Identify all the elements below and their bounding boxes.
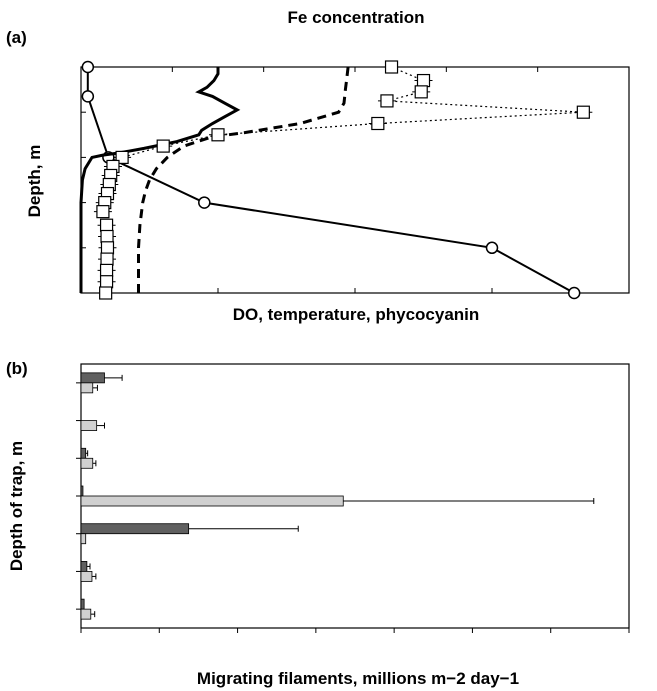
bar-dark bbox=[80, 447, 87, 459]
bar-dark bbox=[80, 598, 85, 610]
square-marker bbox=[100, 229, 114, 244]
bar-dark bbox=[80, 561, 88, 572]
y-axis-title: Depth, m bbox=[25, 145, 44, 218]
series-line-0 bbox=[86, 67, 575, 294]
square-marker bbox=[99, 218, 114, 232]
bar-light bbox=[80, 533, 87, 545]
bar-dark bbox=[80, 372, 105, 384]
circle-marker bbox=[81, 90, 95, 103]
bar-light bbox=[80, 382, 94, 394]
x-axis-title-b: Migrating filaments, millions m−2 day−1 bbox=[197, 669, 519, 688]
square-marker bbox=[576, 105, 590, 119]
bar-light bbox=[80, 457, 94, 469]
panel-a-label: (a) bbox=[6, 28, 27, 47]
bar-dark bbox=[80, 523, 190, 535]
bar-light bbox=[80, 571, 93, 582]
square-marker bbox=[96, 205, 110, 219]
bar-light bbox=[80, 495, 344, 507]
panel-a: (a) Fe concentration DO, temperature, ph… bbox=[6, 8, 630, 324]
bar-light bbox=[80, 420, 98, 431]
square-marker bbox=[416, 73, 431, 88]
square-marker bbox=[380, 94, 394, 108]
circle-marker bbox=[485, 241, 499, 255]
square-marker bbox=[211, 128, 225, 142]
circle-marker bbox=[567, 286, 581, 300]
square-marker bbox=[156, 139, 170, 153]
circle-marker bbox=[198, 196, 211, 209]
square-marker bbox=[414, 85, 428, 99]
series-line-2 bbox=[137, 66, 350, 293]
square-marker bbox=[371, 116, 385, 131]
panel-b-label: (b) bbox=[6, 359, 28, 378]
square-marker bbox=[99, 286, 113, 300]
y-axis-title-b: Depth of trap, m bbox=[7, 441, 26, 571]
top-axis-title: Fe concentration bbox=[288, 8, 425, 27]
bar-light bbox=[80, 608, 92, 620]
square-marker bbox=[99, 275, 114, 289]
panel-b: (b) Migrating filaments, millions m−2 da… bbox=[6, 359, 630, 688]
square-marker bbox=[100, 252, 114, 266]
series-line-1 bbox=[79, 67, 241, 293]
bar-dark bbox=[80, 485, 84, 497]
plot-frame-a bbox=[80, 66, 630, 294]
bottom-axis-title: DO, temperature, phycocyanin bbox=[233, 305, 480, 324]
circle-marker bbox=[81, 60, 95, 74]
square-marker bbox=[99, 263, 114, 277]
square-marker bbox=[384, 60, 399, 74]
square-marker bbox=[100, 241, 115, 255]
